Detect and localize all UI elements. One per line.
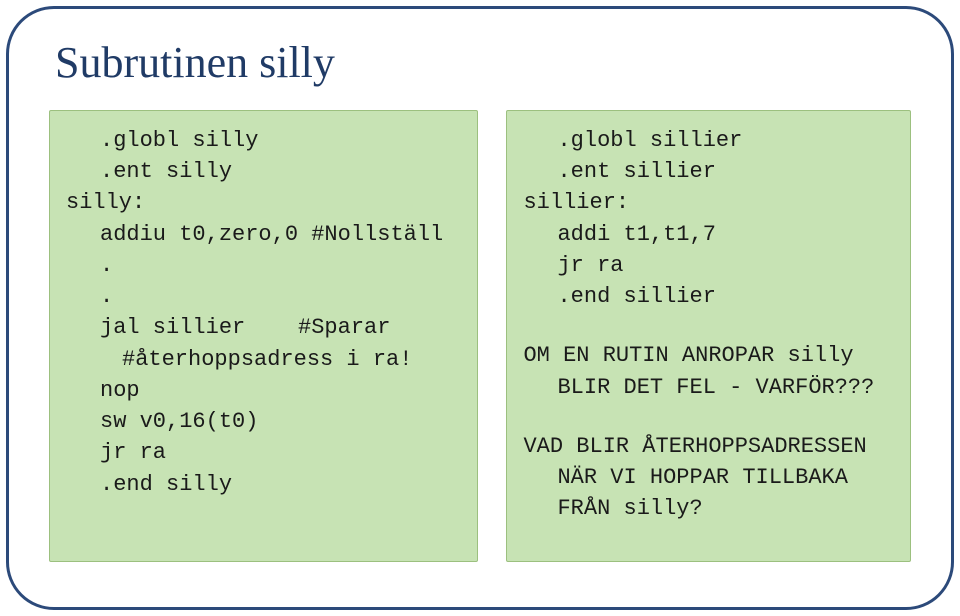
columns: .globl silly.ent silly silly: addiu t0,ze… <box>49 110 911 562</box>
code-line: VAD BLIR ÅTERHOPPSADRESSEN <box>523 434 866 459</box>
code-line: NÄR VI HOPPAR TILLBAKA <box>523 462 894 493</box>
code-box-right: .globl sillier.ent sillier sillier: addi … <box>506 110 911 562</box>
code-line: sw v0,16(t0) <box>66 406 461 437</box>
blank-line <box>523 312 894 340</box>
code-line: .end silly <box>66 469 461 500</box>
code-line: FRÅN silly? <box>523 493 894 524</box>
code-line: . <box>66 250 461 281</box>
code-line: jr ra <box>66 437 461 468</box>
code-box-left: .globl silly.ent silly silly: addiu t0,ze… <box>49 110 478 562</box>
code-line: . <box>66 281 461 312</box>
code-line: #återhoppsadress i ra! <box>66 344 461 375</box>
code-line: OM EN RUTIN ANROPAR silly <box>523 343 853 368</box>
code-line: .globl silly <box>66 125 461 156</box>
code-line: addiu t0,zero,0 #Nollställ <box>66 219 461 250</box>
blank-line <box>523 403 894 431</box>
code-line: jal sillier #Sparar <box>66 312 461 343</box>
code-line: addi t1,t1,7 <box>523 219 894 250</box>
slide-title: Subrutinen silly <box>55 37 911 88</box>
code-line: .ent sillier <box>523 156 894 187</box>
code-line: jr ra <box>523 250 894 281</box>
code-line: BLIR DET FEL - VARFÖR??? <box>523 372 894 403</box>
code-line: nop <box>66 375 461 406</box>
code-line: .globl sillier <box>523 125 894 156</box>
code-line: .end sillier <box>523 281 894 312</box>
code-line: .ent silly <box>66 156 461 187</box>
code-line: silly: <box>66 190 145 215</box>
code-line: sillier: <box>523 190 629 215</box>
slide-frame: Subrutinen silly .globl silly.ent silly s… <box>6 6 954 610</box>
